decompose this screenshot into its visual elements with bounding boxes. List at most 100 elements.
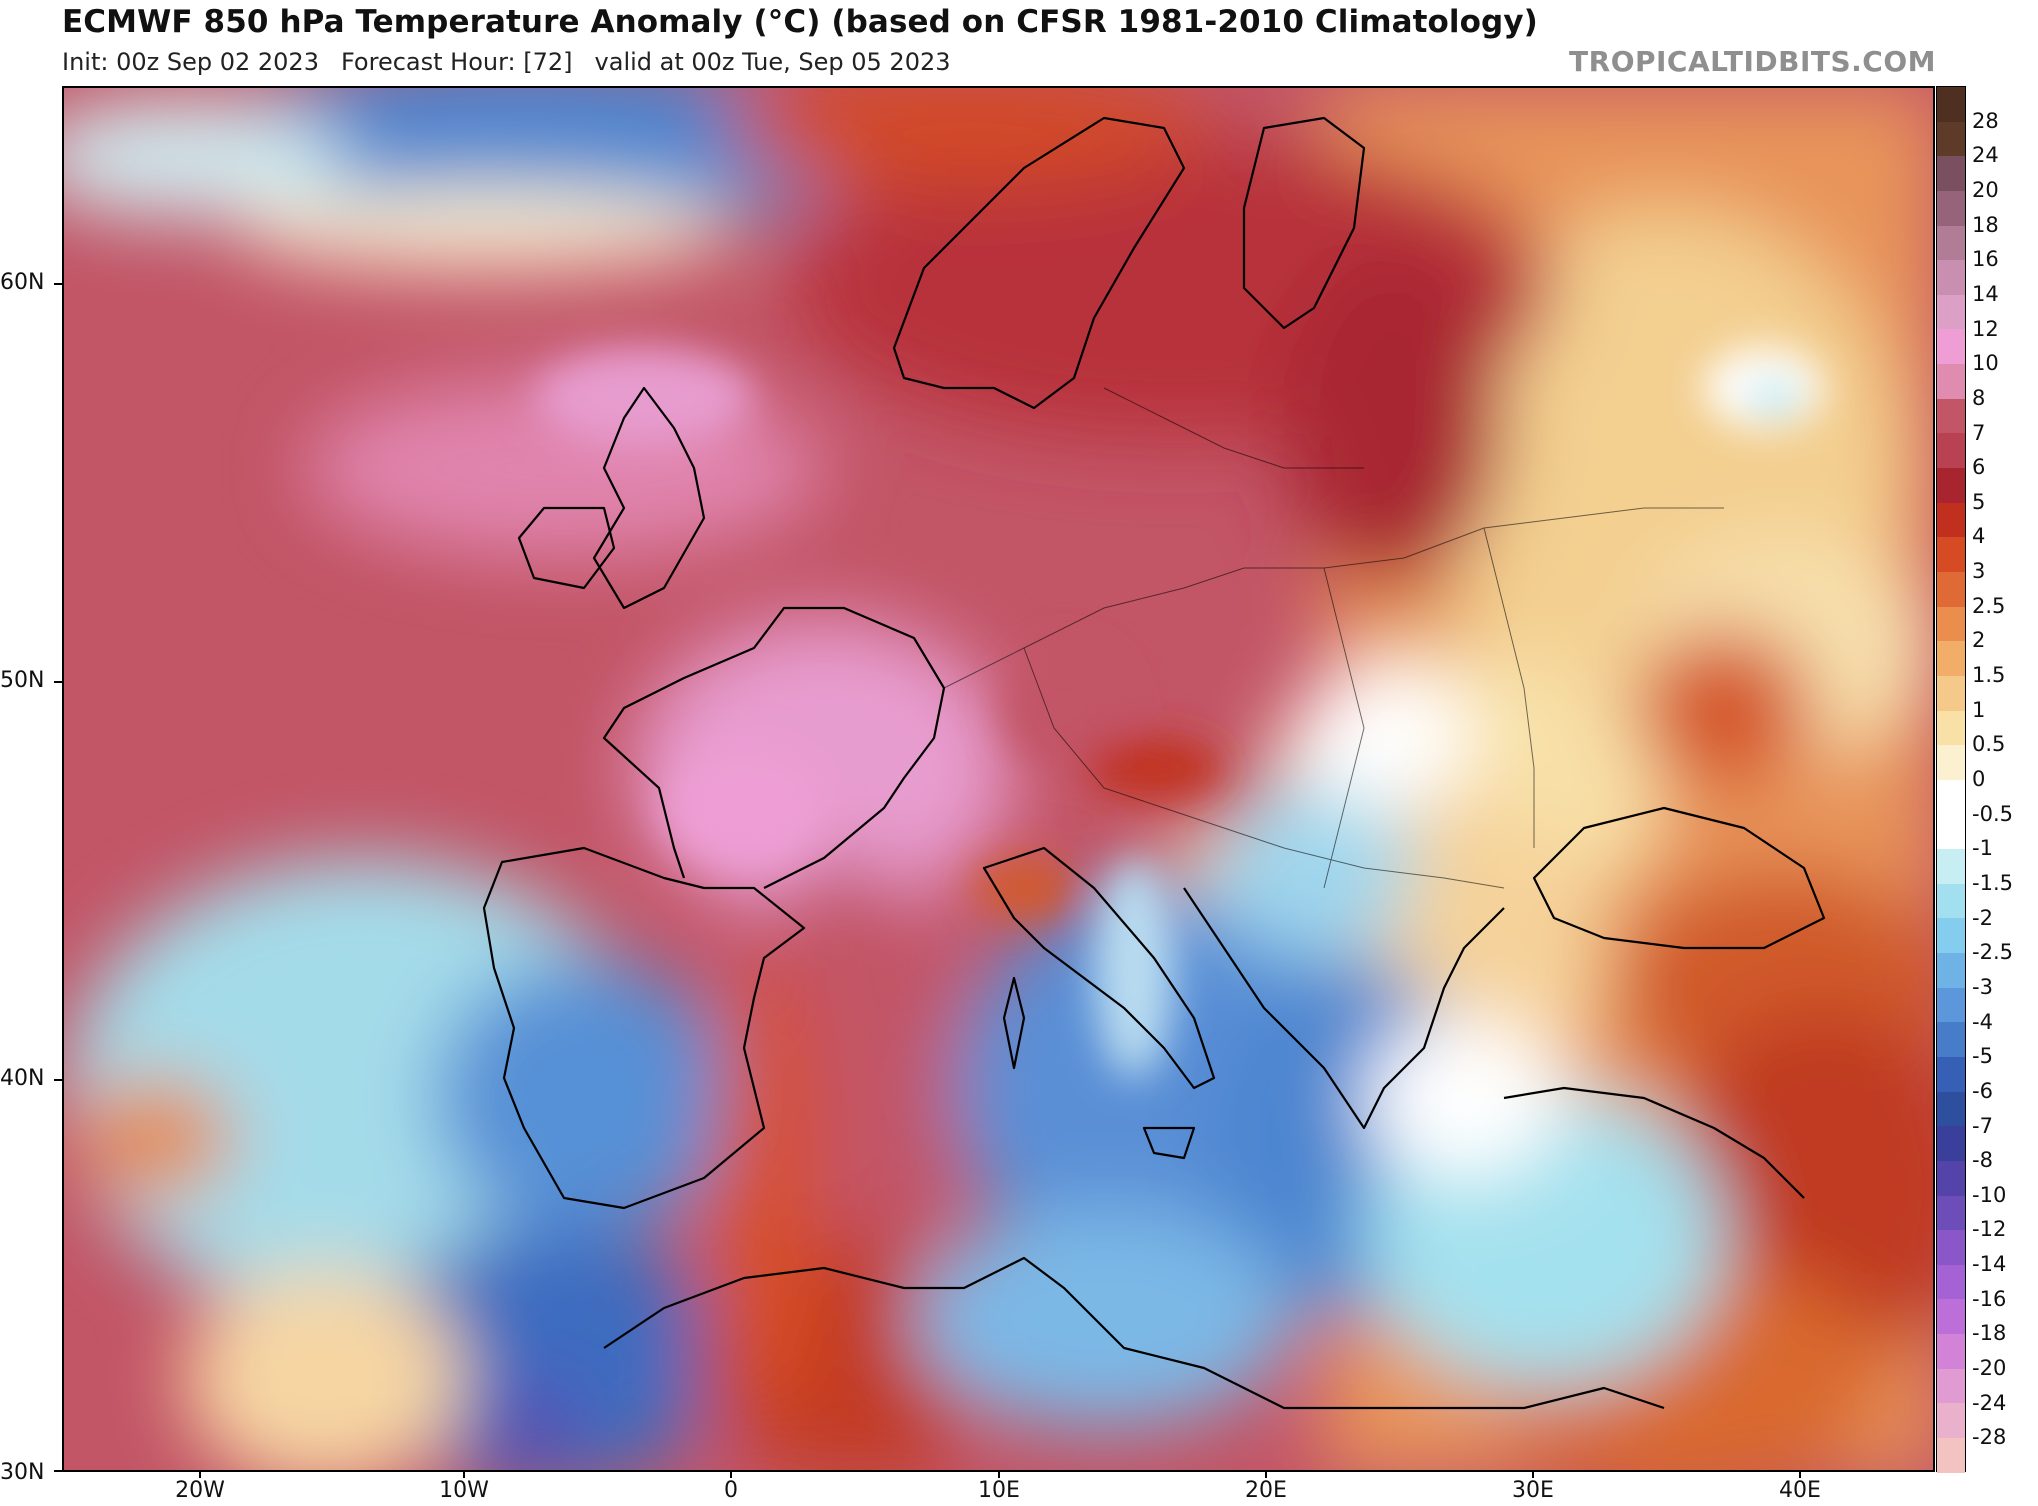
colorbar-label: -18 — [1972, 1321, 2007, 1346]
colorbar-segment — [1937, 1230, 1965, 1265]
lat-tick — [54, 1470, 62, 1472]
colorbar-label: -28 — [1972, 1425, 2007, 1450]
colorbar-segment — [1937, 502, 1965, 538]
colorbar-segment — [1937, 190, 1965, 226]
colorbar-segment — [1937, 156, 1965, 191]
colorbar-segment — [1937, 294, 1965, 330]
colorbar-label: 16 — [1972, 247, 1999, 272]
colorbar-label: -14 — [1972, 1252, 2007, 1277]
lon-tick — [998, 1472, 1000, 1478]
colorbar-label: 28 — [1972, 108, 1999, 133]
lon-label-10e: 10E — [978, 1478, 1020, 1503]
lat-tick — [54, 1079, 62, 1081]
colorbar-label: 24 — [1972, 143, 1999, 168]
colorbar-segment — [1937, 779, 1965, 815]
colorbar-segment — [1937, 849, 1965, 884]
colorbar-segment — [1937, 1437, 1965, 1473]
colorbar-label: -1.5 — [1972, 870, 2013, 895]
colorbar-segment — [1937, 1334, 1965, 1369]
colorbar-segment — [1937, 468, 1965, 503]
colorbar-label: -3 — [1972, 974, 1993, 999]
init-time: Init: 00z Sep 02 2023 — [62, 48, 319, 76]
temperature-field — [64, 88, 1933, 1470]
colorbar-segment — [1937, 1126, 1965, 1161]
lat-tick — [54, 681, 62, 683]
lon-label-20e: 20E — [1245, 1478, 1287, 1503]
colorbar-label: -2 — [1972, 905, 1993, 930]
lon-label-20w: 20W — [175, 1478, 225, 1503]
colorbar-segment — [1937, 260, 1965, 295]
colorbar-segment — [1937, 1403, 1965, 1438]
colorbar-label: -0.5 — [1972, 801, 2013, 826]
colorbar-segment — [1937, 641, 1965, 676]
colorbar-segment — [1937, 987, 1965, 1023]
lon-label-30e: 30E — [1512, 1478, 1554, 1503]
lon-tick — [1532, 1472, 1534, 1478]
colorbar-label: 7 — [1972, 420, 1986, 445]
colorbar-segment — [1937, 225, 1965, 261]
colorbar-segment — [1937, 1264, 1965, 1300]
colorbar-label: 0 — [1972, 767, 1986, 791]
colorbar-segment — [1937, 87, 1965, 122]
lon-tick — [463, 1472, 465, 1478]
colorbar-segment — [1937, 883, 1965, 919]
colorbar-labels: 28 24 20 18 16 14 12 10 8 7 6 5 4 3 2.5 2 1.5 1 0.5 0 -0.5 -1… — [1972, 86, 2038, 1472]
colorbar-segment — [1937, 918, 1965, 954]
colorbar-segment — [1937, 398, 1965, 434]
colorbar-label: -24 — [1972, 1390, 2007, 1415]
colorbar-label: 3 — [1972, 559, 1986, 584]
colorbar-segment — [1937, 329, 1965, 365]
colorbar-segment — [1937, 121, 1965, 157]
subtitle: Init: 00z Sep 02 2023 Forecast Hour: [72]… — [62, 48, 973, 76]
colorbar-segment — [1937, 710, 1965, 746]
colorbar — [1936, 86, 1966, 1473]
colorbar-segment — [1937, 1368, 1965, 1404]
colorbar-label: 6 — [1972, 455, 1986, 480]
detail-field — [534, 348, 1824, 1078]
colorbar-label: 14 — [1972, 281, 1999, 306]
site-watermark: TROPICALTIDBITS.COM — [1569, 45, 1936, 78]
lon-label-0: 0 — [724, 1478, 738, 1503]
colorbar-segment — [1937, 814, 1965, 850]
colorbar-segment — [1937, 1160, 1965, 1196]
lon-tick — [730, 1472, 732, 1478]
lat-label-50n: 50N — [0, 668, 45, 693]
lat-label-60n: 60N — [0, 270, 45, 295]
colorbar-label: 5 — [1972, 489, 1986, 514]
colorbar-segment — [1937, 1022, 1965, 1057]
colorbar-label: -6 — [1972, 1078, 1993, 1103]
lat-tick — [54, 283, 62, 285]
coastlines — [482, 116, 1826, 1410]
colorbar-label: 8 — [1972, 385, 1986, 410]
colorbar-label: -2.5 — [1972, 940, 2013, 965]
colorbar-label: -10 — [1972, 1182, 2007, 1207]
colorbar-label: -8 — [1972, 1148, 1993, 1173]
lon-tick — [1265, 1472, 1267, 1478]
colorbar-label: 1.5 — [1972, 663, 2006, 688]
colorbar-label: 12 — [1972, 316, 1999, 341]
colorbar-label: 10 — [1972, 351, 1999, 376]
colorbar-segment — [1937, 1195, 1965, 1231]
borders — [943, 387, 1724, 889]
valid-time: valid at 00z Tue, Sep 05 2023 — [594, 48, 951, 76]
colorbar-segment — [1937, 675, 1965, 711]
anomaly-map — [64, 88, 1933, 1470]
colorbar-segment — [1937, 745, 1965, 780]
colorbar-label: 4 — [1972, 524, 1986, 549]
colorbar-segment — [1937, 953, 1965, 988]
colorbar-segment — [1937, 606, 1965, 642]
lat-label-40n: 40N — [0, 1066, 45, 1091]
colorbar-label: 2.5 — [1972, 593, 2006, 618]
lat-label-30n: 30N — [0, 1460, 45, 1485]
colorbar-segment — [1937, 571, 1965, 607]
chart-title: ECMWF 850 hPa Temperature Anomaly (°C) (… — [62, 4, 1538, 40]
colorbar-label: 20 — [1972, 177, 1999, 202]
lon-tick — [199, 1472, 201, 1478]
colorbar-segment — [1937, 537, 1965, 572]
colorbar-label: -12 — [1972, 1217, 2007, 1242]
colorbar-label: 2 — [1972, 628, 1986, 653]
colorbar-segment — [1937, 1091, 1965, 1127]
colorbar-label: 18 — [1972, 212, 1999, 237]
colorbar-label: -20 — [1972, 1356, 2007, 1381]
colorbar-label: -4 — [1972, 1009, 1993, 1034]
